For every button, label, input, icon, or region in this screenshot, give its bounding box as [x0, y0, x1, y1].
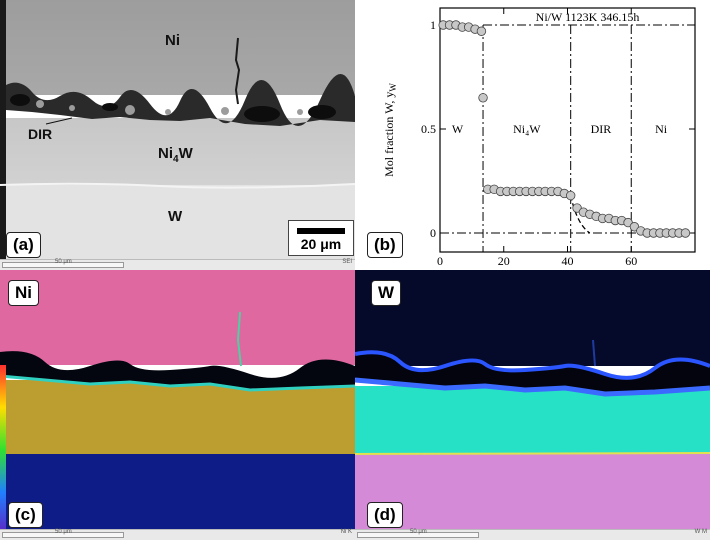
region-label-0: W [452, 122, 464, 136]
footer-bar-w [357, 532, 479, 538]
footer-scale-text-ni: 50 μm [55, 529, 72, 535]
footer-mode-text: SEI [342, 259, 352, 265]
x-tick-label: 60 [625, 254, 637, 268]
y-tick-label: 0 [430, 226, 436, 240]
phase-label-w: W [168, 208, 183, 225]
x-tick-label: 40 [562, 254, 574, 268]
panel-d-w-map: W (d) 50 μm W M [355, 270, 710, 540]
element-label-ni: Ni [8, 280, 39, 306]
data-point [476, 26, 487, 36]
panel-a-sem-image: Ni DIR Ni4W W (a) 20 μm 50 μm SEI [0, 0, 355, 270]
panel-c-ni-map: Ni (c) 50 μm Ni K [0, 270, 355, 540]
micrograph-footer: 50 μm SEI [0, 259, 355, 270]
panel-label-b: (b) [367, 232, 403, 258]
footer-bar [2, 262, 124, 268]
footer-scale-text-w: 50 μm [410, 529, 427, 535]
region-label-3: Ni [655, 122, 668, 136]
scale-bar: 20 μm [288, 220, 354, 256]
map-footer-ni: 50 μm Ni K [0, 529, 355, 540]
panel-label-d: (d) [367, 502, 403, 528]
y-axis-label: Mol fraction W, yW [382, 83, 398, 177]
dir-fit-curve [570, 195, 591, 234]
footer-element-text-w: W M [694, 529, 707, 535]
scale-bar-label: 20 μm [300, 236, 342, 252]
phase-label-ni4w-sub: 4 [173, 154, 179, 165]
chart-header: Ni/W 1123K 346.15h [536, 10, 640, 24]
panel-label-a: (a) [6, 232, 41, 258]
x-tick-label: 20 [498, 254, 510, 268]
data-point [478, 93, 488, 103]
ni-elemental-map [0, 270, 355, 535]
data-point [565, 190, 576, 201]
y-tick-label: 0.5 [421, 122, 436, 136]
region-label-1: Ni₄W [513, 122, 541, 136]
w-elemental-map [355, 270, 710, 531]
panel-b-chart: Ni/W 1123K 346.15h 0 20 40 60 0 0.5 1 Distance, … [355, 0, 710, 270]
map-footer-w: 50 μm W M [355, 529, 710, 540]
scale-bar-line [297, 228, 345, 234]
y-tick-label: 1 [430, 18, 436, 32]
region-label-2: DIR [591, 122, 612, 136]
y-axis-label-subscript: W [388, 83, 398, 92]
phase-label-ni4w-main: Ni [158, 145, 173, 162]
element-label-w: W [371, 280, 402, 306]
footer-bar-ni [2, 532, 124, 538]
phase-label-dir: DIR [28, 126, 53, 142]
concentration-profile-chart: Ni/W 1123K 346.15h 0 20 40 60 0 0.5 1 Distance, … [382, 7, 696, 270]
phase-label-ni: Ni [165, 32, 180, 49]
data-point [680, 228, 691, 238]
x-tick-label: 0 [437, 254, 443, 268]
footer-element-text-ni: Ni K [340, 529, 352, 535]
x-axis-label: Distance, x / μm [528, 267, 608, 270]
footer-scale-text: 50 μm [55, 259, 72, 265]
phase-label-ni4w-tail: W [178, 145, 193, 162]
phase-label-ni4w: Ni4W [158, 145, 193, 165]
panel-label-c: (c) [8, 502, 43, 528]
